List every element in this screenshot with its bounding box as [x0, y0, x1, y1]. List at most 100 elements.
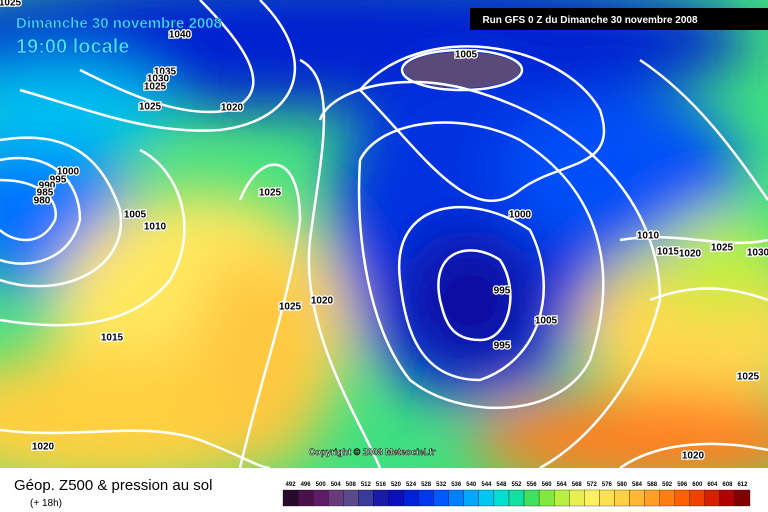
- legend-swatch: [569, 489, 585, 507]
- legend-label: 532: [436, 482, 447, 488]
- isobar-label: 1030: [747, 248, 768, 259]
- legend-swatch: [433, 489, 449, 507]
- legend: 492 496 500 504 508 512 516 520 524 528 532 536 540 5…: [282, 482, 751, 507]
- legend-label: 592: [662, 482, 673, 488]
- isobar-label: 1020: [32, 442, 55, 453]
- legend-label: 556: [527, 482, 538, 488]
- legend-swatch: [358, 489, 374, 507]
- legend-label: 560: [542, 482, 553, 488]
- legend-swatch: [719, 489, 736, 507]
- legend-label: 552: [511, 482, 522, 488]
- legend-swatch: [629, 489, 645, 507]
- legend-label: 564: [557, 482, 568, 488]
- legend-swatch: [554, 489, 570, 507]
- isobar-label: 1020: [311, 296, 334, 307]
- isobar-label: 1025: [0, 0, 22, 9]
- isobar-label: 1020: [679, 249, 702, 260]
- legend-swatch: [704, 489, 721, 507]
- isobar-label: 980: [34, 196, 51, 207]
- legend-swatch: [448, 489, 464, 507]
- legend-swatch: [584, 489, 600, 507]
- isobar-label: 995: [494, 286, 511, 297]
- time: 19:00 locale: [16, 36, 129, 58]
- legend-swatch: [418, 489, 434, 507]
- legend-swatch: [493, 489, 510, 507]
- legend-swatch: [538, 489, 555, 507]
- footer-subtitle: (+ 18h): [30, 498, 62, 509]
- legend-label: 496: [301, 482, 312, 488]
- legend-label: 512: [361, 482, 372, 488]
- legend-swatch: [343, 489, 359, 507]
- legend-swatch: [312, 489, 329, 507]
- isobar-label: 1040: [169, 30, 192, 41]
- legend-label: 588: [647, 482, 658, 488]
- legend-swatch: [689, 489, 705, 507]
- isobar-label: 1000: [509, 210, 532, 221]
- isobar-label: 1020: [221, 103, 244, 114]
- isobar-label: 1025: [711, 243, 734, 254]
- legend-label: 608: [722, 482, 733, 488]
- copyright: Copyright © 2008 Meteociel.fr: [309, 447, 436, 457]
- isobar-label: 1005: [455, 50, 478, 61]
- isobar-label: 990: [39, 181, 56, 192]
- legend-swatch: [478, 489, 495, 507]
- isobar-label: 1025: [279, 302, 302, 313]
- legend-swatch: [599, 489, 615, 507]
- legend-label: 500: [316, 482, 327, 488]
- isobar-label: 1015: [101, 333, 124, 344]
- legend-swatch: [523, 489, 540, 507]
- isobar-label: 1025: [259, 188, 282, 199]
- legend-label: 536: [451, 482, 462, 488]
- legend-swatch: [674, 489, 690, 507]
- legend-label: 580: [617, 482, 628, 488]
- legend-label: 604: [707, 482, 718, 488]
- isobar-label: 1005: [535, 316, 558, 327]
- legend-label: 528: [421, 482, 432, 488]
- isobars: [0, 0, 768, 468]
- date: Dimanche 30 novembre 2008: [16, 15, 222, 32]
- isobar-label: 1030: [147, 74, 170, 85]
- legend-label: 572: [587, 482, 598, 488]
- isobar-label: 1010: [144, 222, 167, 233]
- legend-label: 548: [496, 482, 507, 488]
- legend-swatch: [734, 489, 751, 507]
- run-info: Run GFS 0 Z du Dimanche 30 novembre 2008: [482, 15, 698, 26]
- legend-label: 568: [572, 482, 583, 488]
- legend-swatch: [614, 489, 630, 507]
- isobar-label: 1025: [737, 372, 760, 383]
- legend-swatch: [508, 489, 525, 507]
- run-box: [470, 8, 768, 30]
- isobar-label: 1015: [657, 247, 680, 258]
- legend-label: 504: [331, 482, 342, 488]
- isobar-label: 985: [37, 188, 54, 199]
- legend-swatch: [328, 489, 344, 507]
- isobar-label: 1005: [124, 210, 147, 221]
- isobar-label: 1025: [139, 102, 162, 113]
- isobar-label: 995: [50, 175, 67, 186]
- legend-label: 508: [346, 482, 357, 488]
- footer-title: Géop. Z500 & pression au sol: [14, 477, 212, 494]
- legend-swatch: [297, 489, 314, 507]
- isobar-label: 1035: [154, 67, 177, 78]
- legend-label: 544: [481, 482, 492, 488]
- isobar-label: 1010: [637, 231, 660, 242]
- legend-label: 492: [286, 482, 297, 488]
- legend-swatch: [463, 489, 479, 507]
- legend-swatch: [388, 489, 404, 507]
- legend-label: 600: [692, 482, 703, 488]
- legend-swatch: [282, 489, 299, 507]
- isobar-label: 1020: [682, 451, 705, 462]
- isobar-label: 995: [494, 341, 511, 352]
- legend-label: 576: [602, 482, 613, 488]
- legend-swatch: [644, 489, 660, 507]
- legend-label: 612: [737, 482, 748, 488]
- legend-label: 584: [632, 482, 643, 488]
- legend-label: 596: [677, 482, 688, 488]
- isobar-label: 1025: [144, 82, 167, 93]
- legend-label: 520: [391, 482, 402, 488]
- legend-label: 516: [376, 482, 387, 488]
- legend-swatch: [373, 489, 389, 507]
- legend-label: 540: [466, 482, 477, 488]
